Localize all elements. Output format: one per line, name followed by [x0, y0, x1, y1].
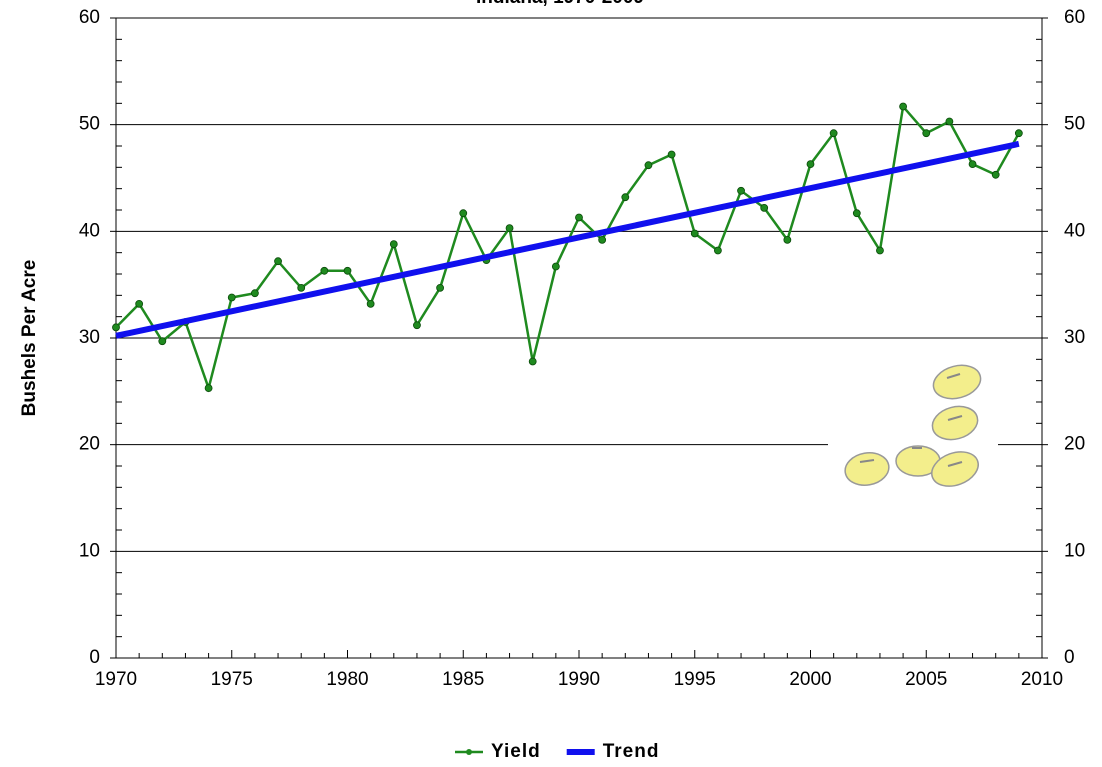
data-point — [807, 161, 814, 168]
data-point — [506, 225, 513, 232]
y2-tick-label: 20 — [1064, 434, 1085, 455]
x-tick-label: 2010 — [1021, 669, 1063, 690]
data-point — [784, 236, 791, 243]
data-point — [367, 300, 374, 307]
x-tick-label: 2005 — [905, 669, 947, 690]
data-point — [159, 338, 166, 345]
data-point — [228, 294, 235, 301]
data-point — [251, 290, 258, 297]
y2-tick-label: 0 — [1064, 647, 1075, 668]
y2-tick-label: 10 — [1064, 540, 1085, 561]
data-point — [390, 241, 397, 248]
data-point — [460, 210, 467, 217]
data-point — [923, 130, 930, 137]
x-tick-label: 1980 — [326, 669, 368, 690]
x-tick-label: 1990 — [558, 669, 600, 690]
legend-label: Trend — [603, 741, 660, 762]
data-point — [437, 284, 444, 291]
data-point — [761, 204, 768, 211]
y-tick-label: 50 — [79, 114, 100, 135]
y-tick-label: 30 — [79, 327, 100, 348]
x-tick-label: 1995 — [674, 669, 716, 690]
x-tick-label: 1985 — [442, 669, 484, 690]
y-tick-label: 20 — [79, 434, 100, 455]
data-point — [413, 322, 420, 329]
y2-tick-label: 40 — [1064, 220, 1085, 241]
data-point — [205, 385, 212, 392]
data-point — [900, 103, 907, 110]
y-tick-label: 40 — [79, 220, 100, 241]
data-point — [298, 284, 305, 291]
data-point — [529, 358, 536, 365]
data-point — [691, 230, 698, 237]
y-axis-label: Bushels Per Acre — [19, 260, 40, 417]
data-point — [321, 267, 328, 274]
legend-label: Yield — [491, 741, 541, 762]
x-tick-label: 2000 — [789, 669, 831, 690]
data-point — [969, 161, 976, 168]
y-tick-label: 10 — [79, 540, 100, 561]
data-point — [599, 236, 606, 243]
y-tick-label: 60 — [79, 7, 100, 28]
series-line — [116, 144, 1019, 336]
chart: Indiana, 1970-2009 Bushels Per Acre 0 10 2… — [0, 0, 1102, 767]
data-point — [1015, 130, 1022, 137]
y2-tick-label: 30 — [1064, 327, 1085, 348]
data-point — [946, 118, 953, 125]
legend-marker — [466, 749, 472, 755]
data-point — [576, 214, 583, 221]
data-point — [275, 258, 282, 265]
chart-title: Indiana, 1970-2009 — [476, 0, 644, 8]
data-point — [830, 130, 837, 137]
x-tick-label: 1975 — [211, 669, 253, 690]
data-point — [552, 263, 559, 270]
data-point — [136, 300, 143, 307]
data-point — [714, 247, 721, 254]
series-line — [116, 107, 1019, 389]
data-point — [344, 267, 351, 274]
y2-tick-label: 50 — [1064, 114, 1085, 135]
data-point — [992, 171, 999, 178]
data-point — [113, 324, 120, 331]
data-point — [876, 247, 883, 254]
y2-tick-label: 60 — [1064, 7, 1085, 28]
data-point — [668, 151, 675, 158]
y-tick-label: 0 — [89, 647, 100, 668]
data-point — [622, 194, 629, 201]
data-point — [645, 162, 652, 169]
soybean-illustration — [828, 355, 998, 495]
data-point — [853, 210, 860, 217]
data-point — [738, 187, 745, 194]
x-tick-label: 1970 — [95, 669, 137, 690]
